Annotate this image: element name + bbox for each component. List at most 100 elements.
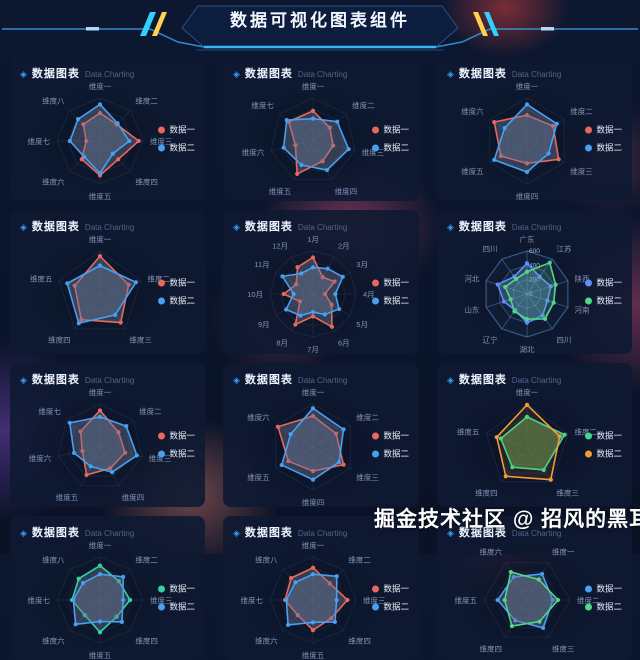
data-point[interactable] [281,145,286,150]
radar-chart[interactable]: 维度一 维度二 维度三 维度四 维度五 维度六 维度七 维度八 数据一 数据二 [20,540,195,660]
legend-item[interactable]: 数据二 [372,601,409,613]
data-point[interactable] [502,597,507,603]
data-point[interactable] [492,119,497,125]
data-point[interactable] [557,434,562,439]
data-point[interactable] [299,271,304,276]
radar-chart[interactable]: 维度一 维度二 维度三 维度四 维度五 维度六 维度七 维度八 数据一 数据二 [233,540,409,660]
data-point[interactable] [524,113,530,118]
data-point[interactable] [124,423,129,429]
data-point[interactable] [310,477,316,482]
data-point[interactable] [524,169,530,175]
radar-chart[interactable]: 维度一 维度二 维度三 维度四 维度五 数据一 数据二 [20,234,195,351]
data-point[interactable] [116,430,121,435]
data-point[interactable] [281,291,286,297]
data-point[interactable] [562,432,567,437]
data-point[interactable] [81,122,86,127]
data-point[interactable] [336,459,342,465]
legend-item[interactable]: 数据二 [158,142,195,154]
data-point[interactable] [341,427,346,432]
data-point[interactable] [336,306,342,312]
data-point[interactable] [494,435,499,440]
data-point[interactable] [329,302,334,307]
data-point[interactable] [548,284,553,289]
data-point[interactable] [110,470,115,475]
data-point[interactable] [97,619,103,624]
data-point[interactable] [280,274,285,279]
legend-item[interactable]: 数据二 [158,295,195,307]
data-point[interactable] [508,569,513,575]
data-point[interactable] [553,282,558,287]
data-point[interactable] [310,406,316,411]
legend-item[interactable]: 数据二 [372,142,409,154]
data-point[interactable] [329,324,335,329]
data-point[interactable] [551,300,556,305]
data-point[interactable] [84,472,89,477]
legend-item[interactable]: 数据一 [585,277,622,289]
data-point[interactable] [80,580,86,586]
data-point[interactable] [310,565,316,570]
data-point[interactable] [327,125,332,130]
data-point[interactable] [548,477,553,482]
data-point[interactable] [76,321,81,326]
data-point[interactable] [556,157,561,162]
data-point[interactable] [345,597,350,603]
data-point[interactable] [537,619,542,624]
data-point[interactable] [524,316,530,322]
radar-chart[interactable]: 维度一 维度二 维度三 维度四 维度五 维度六 维度七 维度八 数据一 数据二 [20,81,195,201]
data-point[interactable] [298,313,303,318]
data-point[interactable] [322,291,328,297]
data-point[interactable] [289,576,294,581]
data-point[interactable] [284,117,289,123]
data-point[interactable] [547,260,552,265]
data-point[interactable] [524,161,530,166]
legend-item[interactable]: 数据一 [372,277,409,289]
legend-item[interactable]: 数据二 [585,448,622,460]
data-point[interactable] [97,572,103,577]
data-point[interactable] [541,467,546,473]
data-point[interactable] [498,436,503,441]
data-point[interactable] [524,269,530,274]
data-point[interactable] [108,466,113,471]
data-point[interactable] [495,597,500,603]
data-point[interactable] [97,171,103,176]
data-point[interactable] [97,110,103,116]
radar-chart[interactable]: 维度一 维度二 维度三 维度四 维度五 维度六 维度七 数据一 数据二 [233,81,409,198]
radar-chart[interactable]: 1月 2月 3月 4月 5月 6月 7月 8月 9月 10月 11月 12月 数据一 数据二 [233,235,409,354]
data-point[interactable] [97,630,103,635]
data-point[interactable] [325,266,330,271]
legend-item[interactable]: 数据一 [158,583,195,595]
data-point[interactable] [524,402,530,407]
data-point[interactable] [67,420,72,425]
data-point[interactable] [294,282,299,287]
legend-item[interactable]: 数据一 [372,124,409,136]
data-point[interactable] [541,625,546,631]
data-point[interactable] [275,424,281,429]
data-point[interactable] [134,453,139,458]
legend-item[interactable]: 数据一 [158,277,195,289]
data-point[interactable] [310,572,316,577]
legend-item[interactable]: 数据二 [158,601,195,613]
data-point[interactable] [80,448,85,454]
data-point[interactable] [524,261,530,266]
data-point[interactable] [555,597,561,603]
legend-item[interactable]: 数据一 [158,430,195,442]
legend-item[interactable]: 数据一 [585,124,622,136]
data-point[interactable] [71,597,76,603]
data-point[interactable] [72,283,77,288]
data-point[interactable] [97,414,103,419]
data-point[interactable] [310,116,316,121]
data-point[interactable] [333,291,338,297]
data-point[interactable] [310,108,316,113]
radar-chart[interactable]: 维度一 维度二 维度三 维度四 维度五 维度六 数据一 数据二 [233,387,409,507]
data-point[interactable] [97,102,103,107]
data-point[interactable] [341,462,346,467]
data-point[interactable] [346,147,351,152]
data-point[interactable] [310,314,316,319]
data-point[interactable] [116,157,121,162]
data-point[interactable] [286,459,291,464]
data-point[interactable] [299,162,304,168]
